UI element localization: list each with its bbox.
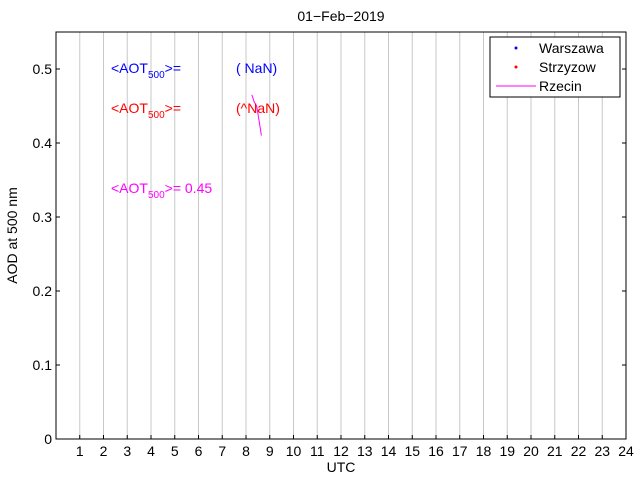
- y-tick-label: 0.2: [33, 283, 53, 299]
- legend-swatch: [514, 65, 518, 69]
- legend-label: Strzyzow: [539, 59, 597, 75]
- annotation-value: (^NaN): [236, 100, 280, 116]
- x-axis-label: UTC: [327, 459, 356, 475]
- annotation-subscript: 500: [148, 70, 165, 81]
- x-tick-label: 23: [594, 443, 610, 459]
- y-tick-label: 0.5: [33, 61, 53, 77]
- annotation-prefix: <AOT: [111, 100, 148, 116]
- x-tick-label: 3: [123, 443, 131, 459]
- x-tick-label: 1: [76, 443, 84, 459]
- x-axis-ticks: 1 2 3 4 5 6 7 8 9 10 11 12 13 14 15 16 17 18 19 20 21 22 23 24: [76, 435, 634, 459]
- legend-label: Rzecin: [539, 78, 582, 94]
- x-tick-label: 9: [266, 443, 274, 459]
- x-tick-label: 14: [381, 443, 397, 459]
- legend-swatch: [514, 46, 518, 50]
- annotation-suffix: >=: [165, 100, 181, 116]
- legend: Warszawa Strzyzow Rzecin: [489, 36, 621, 98]
- annotation-prefix: <AOT: [111, 60, 148, 76]
- x-tick-label: 20: [523, 443, 539, 459]
- x-tick-label: 19: [499, 443, 515, 459]
- annotation-subscript: 500: [148, 110, 165, 121]
- x-tick-label: 16: [428, 443, 444, 459]
- y-tick-label: 0.4: [33, 135, 53, 151]
- annotation-suffix: >=: [165, 60, 181, 76]
- x-tick-label: 7: [218, 443, 226, 459]
- x-tick-label: 12: [333, 443, 349, 459]
- x-tick-label: 17: [452, 443, 468, 459]
- annotation-value: ( NaN): [236, 60, 277, 76]
- y-tick-label: 0.1: [33, 357, 53, 373]
- series-line-rzecin: [251, 94, 262, 136]
- x-tick-label: 6: [195, 443, 203, 459]
- x-tick-label: 11: [310, 443, 325, 459]
- x-tick-label: 2: [100, 443, 108, 459]
- x-tick-label: 4: [147, 443, 155, 459]
- legend-label: Warszawa: [539, 40, 604, 56]
- x-tick-label: 8: [242, 443, 250, 459]
- x-tick-label: 13: [357, 443, 373, 459]
- x-tick-label: 22: [571, 443, 587, 459]
- series-layer: [251, 94, 262, 136]
- x-tick-label: 18: [476, 443, 492, 459]
- grid-lines: [79, 32, 603, 439]
- x-tick-label: 10: [286, 443, 302, 459]
- aod-annotations: <AOT500>=( NaN)<AOT500>= (^NaN)<AOT500>= …: [111, 60, 280, 201]
- aot500-annotation: <AOT500>= 0.45: [111, 180, 212, 201]
- annotation-prefix: <AOT: [111, 180, 148, 196]
- x-tick-label: 5: [171, 443, 179, 459]
- x-tick-label: 21: [547, 443, 563, 459]
- x-tick-label: 15: [404, 443, 420, 459]
- y-tick-label: 0: [44, 431, 52, 447]
- aot500-annotation: <AOT500>=: [111, 60, 181, 81]
- y-axis-ticks: 0 0.1 0.2 0.3 0.4 0.5: [33, 61, 626, 447]
- annotation-subscript: 500: [148, 190, 165, 201]
- y-axis-label: AOD at 500 nm: [4, 187, 20, 284]
- x-tick-label: 24: [618, 443, 634, 459]
- legend-box: [489, 36, 621, 98]
- y-tick-label: 0.3: [33, 209, 53, 225]
- aot500-annotation: <AOT500>=: [111, 100, 181, 121]
- annotation-suffix: >= 0.45: [165, 180, 213, 196]
- chart-title: 01−Feb−2019: [297, 8, 384, 24]
